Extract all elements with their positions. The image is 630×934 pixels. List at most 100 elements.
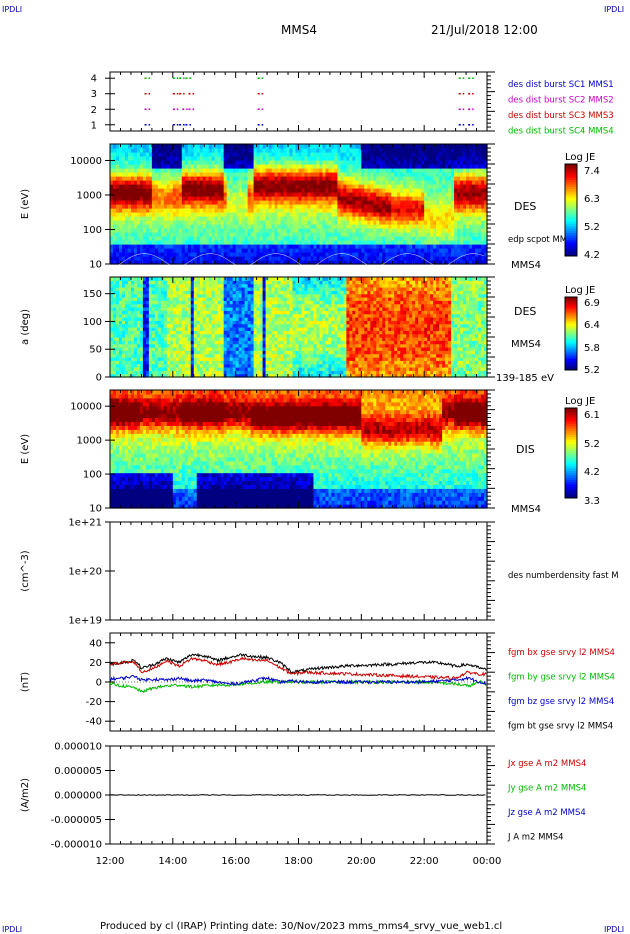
des-energy-cell — [262, 228, 267, 233]
des-pitch-cell — [139, 290, 144, 295]
des-energy-cell — [295, 228, 300, 233]
des-energy-cell — [127, 160, 132, 165]
des-energy-cell — [139, 152, 144, 157]
des-pitch-cell — [166, 343, 171, 348]
des-energy-cell — [163, 152, 168, 157]
des-energy-cell — [196, 240, 201, 245]
des-energy-cell — [286, 180, 291, 185]
des-pitch-cell — [121, 313, 126, 318]
des-energy-cell — [121, 196, 126, 201]
des-energy-scpot-label: edp scpot MMS4 — [508, 235, 578, 245]
des-energy-cell — [115, 232, 120, 237]
des-energy-cell — [163, 160, 168, 165]
des-energy-cell — [358, 192, 362, 197]
des-pitch-cell — [142, 333, 147, 338]
des-pitch-cell — [175, 303, 180, 308]
des-energy-cell — [196, 216, 201, 221]
des-energy-cell — [310, 220, 315, 225]
des-energy-cell — [280, 260, 285, 265]
des-energy-cell — [187, 196, 192, 201]
des-energy-cell — [316, 208, 321, 213]
des-energy-cell — [184, 188, 189, 193]
des-energy-cell — [286, 236, 291, 241]
des-energy-cell — [127, 172, 132, 177]
des-energy-cell — [220, 176, 225, 181]
des-pitch-cell — [157, 320, 162, 325]
des-pitch-cell — [130, 320, 135, 325]
des-energy-cell — [367, 208, 371, 213]
des-energy-cell — [217, 184, 222, 189]
des-energy-cell — [187, 200, 192, 205]
des-energy-cell — [430, 200, 434, 205]
des-energy-cell — [328, 164, 333, 169]
des-energy-cell — [208, 176, 213, 181]
des-energy-cell — [445, 212, 449, 217]
des-energy-cell — [190, 204, 195, 209]
des-pitch-cell — [148, 327, 153, 331]
des-energy-cell — [247, 212, 252, 217]
des-energy-cell — [466, 188, 470, 193]
des-energy-cell — [142, 256, 147, 261]
des-energy-cell — [199, 260, 204, 265]
des-energy-cell — [391, 188, 395, 193]
des-energy-cell — [418, 232, 422, 237]
des-energy-cell — [424, 240, 428, 245]
des-energy-cell — [295, 200, 300, 205]
des-energy-cell — [226, 256, 231, 261]
des-energy-cell — [379, 196, 383, 201]
des-energy-cell — [466, 200, 470, 205]
des-energy-cell — [247, 216, 252, 221]
des-pitch-cell — [157, 343, 162, 348]
des-energy-cell — [349, 236, 353, 241]
des-pitch-cell — [110, 303, 114, 308]
des-energy-colorbar-step — [565, 177, 577, 181]
des-energy-cell — [340, 220, 344, 225]
des-pitch-cell — [193, 343, 198, 348]
des-pitch-cell — [157, 353, 162, 358]
des-energy-cell — [331, 204, 336, 209]
des-energy-cell — [424, 228, 428, 233]
des-energy-cell — [430, 156, 434, 161]
des-energy-cell — [157, 240, 162, 245]
des-energy-cell — [190, 248, 195, 253]
des-pitch-cell — [157, 300, 162, 305]
des-energy-cell — [262, 256, 267, 261]
des-energy-cell — [208, 200, 213, 205]
des-energy-cell — [331, 228, 336, 233]
des-energy-cell — [133, 148, 138, 153]
des-energy-cell — [271, 224, 276, 229]
des-energy-cell — [331, 180, 336, 185]
des-energy-cell — [265, 248, 270, 253]
des-energy-cell — [376, 148, 380, 153]
des-energy-cell — [151, 152, 156, 157]
des-energy-cell — [160, 152, 165, 157]
des-energy-cell — [340, 212, 344, 217]
des-energy-cell — [244, 184, 249, 189]
des-energy-cell — [439, 204, 443, 209]
des-energy-cell — [427, 200, 431, 205]
des-pitch-cell — [121, 347, 126, 351]
burst-mark — [172, 77, 175, 80]
des-energy-cell — [160, 224, 165, 229]
des-pitch-cell — [136, 333, 141, 338]
des-energy-cell — [478, 260, 482, 265]
des-energy-cell — [394, 212, 398, 217]
des-energy-cell — [178, 152, 183, 157]
des-energy-cell — [307, 244, 312, 249]
des-energy-cell — [373, 204, 377, 209]
des-pitch-cell — [142, 323, 147, 328]
des-pitch-cell — [124, 337, 129, 341]
des-energy-cell — [208, 156, 213, 161]
des-energy-cell — [427, 196, 431, 201]
des-energy-cell — [127, 144, 132, 149]
des-energy-cell — [454, 184, 458, 189]
des-energy-cell — [412, 180, 416, 185]
des-pitch-cell — [121, 367, 126, 371]
des-energy-cell — [181, 184, 186, 189]
des-energy-cell — [286, 196, 291, 201]
des-energy-cell — [394, 252, 398, 257]
des-energy-cell — [187, 260, 192, 265]
des-energy-cell — [181, 164, 186, 169]
des-energy-cell — [340, 228, 344, 233]
